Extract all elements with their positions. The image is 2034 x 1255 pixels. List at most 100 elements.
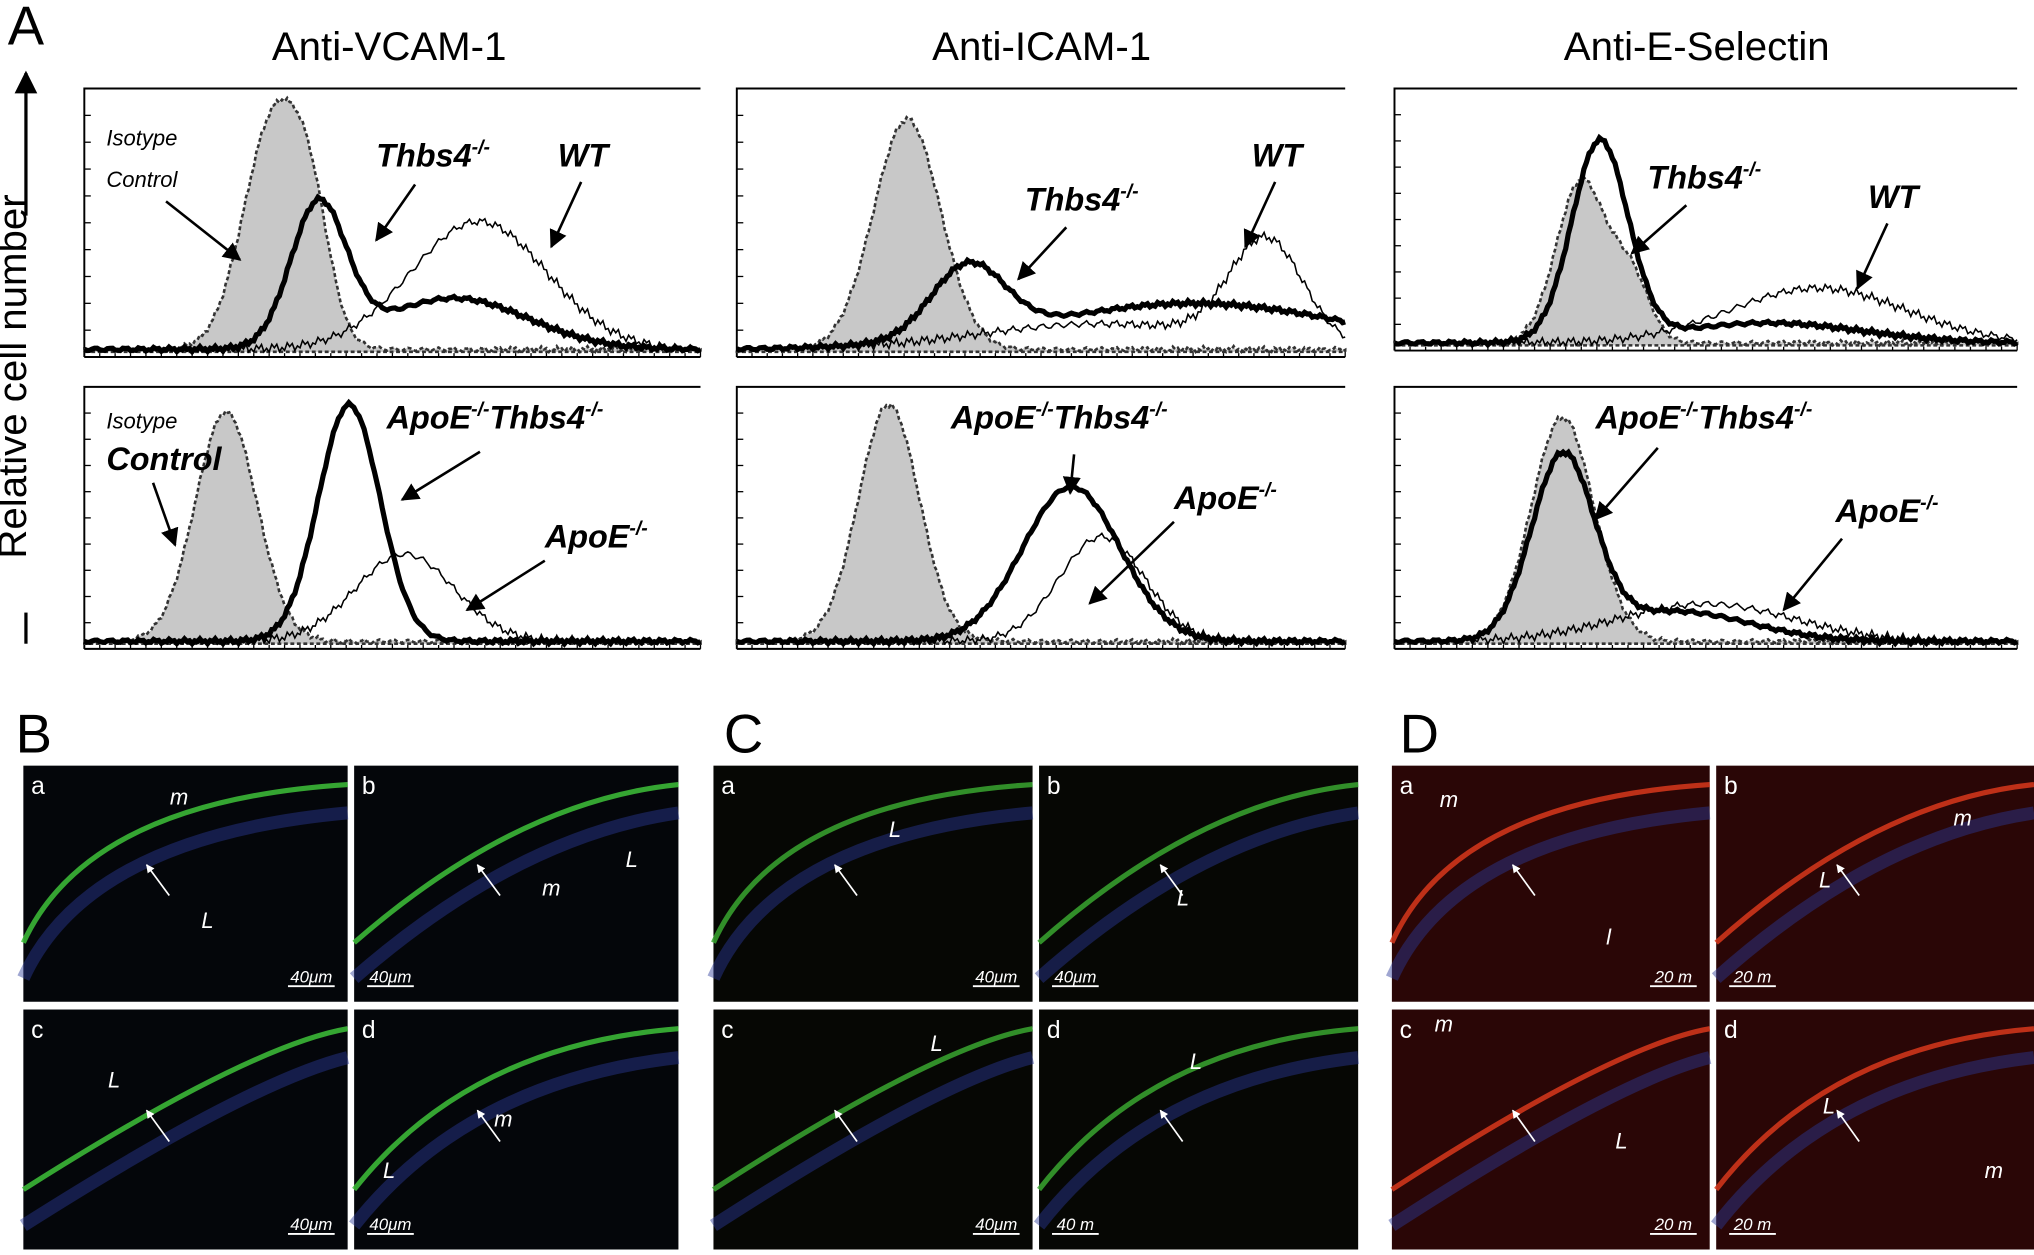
tissue-label: L (1615, 1128, 1627, 1153)
tissue-stain (707, 806, 1034, 981)
panel-letter: C (724, 704, 763, 765)
label-part: Thbs4 (1025, 181, 1120, 217)
scale-label: 20 m (1654, 967, 1692, 986)
thick-histogram (83, 193, 702, 356)
subpanel-letter: c (721, 1017, 733, 1044)
subpanel-letter: a (1400, 773, 1414, 800)
annotation: ApoE-/-Thbs4-/- (1595, 398, 1813, 435)
label-part: ApoE (1173, 480, 1260, 516)
tissue-label: m (494, 1106, 512, 1131)
annotation-arrow (1088, 520, 1175, 605)
tissue-stain (1714, 781, 2034, 945)
annotation-arrow (465, 559, 546, 612)
pointer-arrow (1836, 864, 1860, 896)
micrograph (23, 1009, 348, 1250)
tissue-label: L (108, 1067, 120, 1092)
tissue-label: m (1440, 787, 1458, 812)
annotation: Isotype (106, 408, 177, 433)
pointer-arrow (834, 864, 858, 896)
label-part: WT (1252, 137, 1306, 173)
isotype-histogram (735, 401, 1347, 646)
annotation-arrow (1243, 181, 1277, 249)
tissue-stain (711, 781, 1033, 944)
annotation-arrow (1856, 222, 1889, 290)
tissue-stain (709, 1051, 1035, 1231)
tissue-stain (1037, 1026, 1359, 1192)
tissue-label: L (1819, 868, 1831, 893)
scale-label: 40μm (369, 967, 411, 986)
superscript: -/- (1743, 158, 1761, 180)
annotation: WT (1252, 137, 1306, 173)
pointer-arrow (1511, 864, 1536, 896)
scale-label: 40μm (1054, 967, 1096, 986)
tissue-stain (1385, 806, 1711, 981)
annotation: Control (106, 167, 178, 192)
label-part: Thbs4 (1699, 399, 1794, 435)
micrograph (23, 765, 348, 1002)
tissue-label: L (1823, 1093, 1835, 1118)
micrograph (1039, 765, 1359, 1002)
label-part: WT (1868, 179, 1922, 215)
pointer-arrow (145, 1109, 170, 1143)
subpanel-letter: c (1400, 1017, 1412, 1044)
panel-letter: A (8, 0, 45, 56)
pointer-arrow (834, 1109, 858, 1143)
annotation-arrow (165, 200, 242, 261)
thin-histogram (83, 217, 701, 354)
tissue-stain (1037, 781, 1359, 945)
annotation-arrow (1782, 537, 1844, 612)
micrograph (1716, 1009, 2034, 1250)
panel-letter: D (1400, 704, 1439, 765)
micrograph (1716, 765, 2034, 1002)
scale-label: 40μm (369, 1215, 411, 1234)
superscript: -/- (1920, 492, 1938, 514)
micrograph (1391, 765, 1710, 1002)
thick-histogram (735, 482, 1347, 648)
tissue-stain (1711, 806, 2034, 983)
thick-histogram (83, 398, 702, 648)
micrograph (1391, 1009, 1710, 1250)
pointer-arrow (145, 864, 170, 897)
thin-histogram (1393, 600, 2018, 646)
tissue-stain (19, 1051, 350, 1231)
tissue-label: m (1953, 805, 1971, 830)
label-part: Isotype (106, 126, 177, 151)
label-part: WT (558, 137, 612, 173)
column-title: Anti-VCAM-1 (272, 24, 507, 69)
annotation-arrow (549, 181, 583, 249)
thin-histogram (736, 230, 1346, 354)
subpanel-letter: b (1724, 773, 1738, 800)
label-part: ApoE (1835, 493, 1922, 529)
subpanel-letter: a (31, 773, 45, 800)
scale-label: 40μm (290, 967, 332, 986)
annotation: ApoE-/- (1173, 479, 1277, 516)
superscript: -/- (1794, 398, 1812, 420)
pointer-arrow (1836, 1109, 1860, 1143)
tissue-label: L (626, 847, 638, 872)
tissue-label: m (1985, 1158, 2003, 1183)
label-part: Thbs4 (490, 399, 585, 435)
scale-label: 40μm (975, 1215, 1017, 1234)
thick-histogram (1393, 133, 2019, 349)
pointer-arrow (1511, 1109, 1536, 1143)
label-part: ApoE (544, 519, 631, 555)
tissue-stain (349, 806, 680, 984)
thick-histogram (735, 256, 1346, 353)
label-part: Thbs4 (1647, 159, 1742, 195)
tissue-label: L (889, 817, 901, 842)
subpanel-letter: c (31, 1017, 43, 1044)
scale-label: 40 m (1057, 1215, 1094, 1234)
isotype-histogram (83, 95, 702, 354)
annotation: Thbs4-/- (376, 136, 490, 173)
isotype-histogram (735, 115, 1347, 355)
subpanel-letter: d (362, 1017, 376, 1044)
micrograph (1039, 1009, 1359, 1250)
tissue-stain (1389, 781, 1710, 944)
tissue-label: L (201, 908, 213, 933)
superscript: -/- (1120, 180, 1138, 202)
tissue-label: L (930, 1031, 942, 1056)
tissue-stain (352, 1026, 679, 1192)
annotation: Thbs4-/- (1647, 158, 1761, 195)
annotation-arrow (1017, 226, 1068, 281)
frame (735, 87, 1346, 359)
